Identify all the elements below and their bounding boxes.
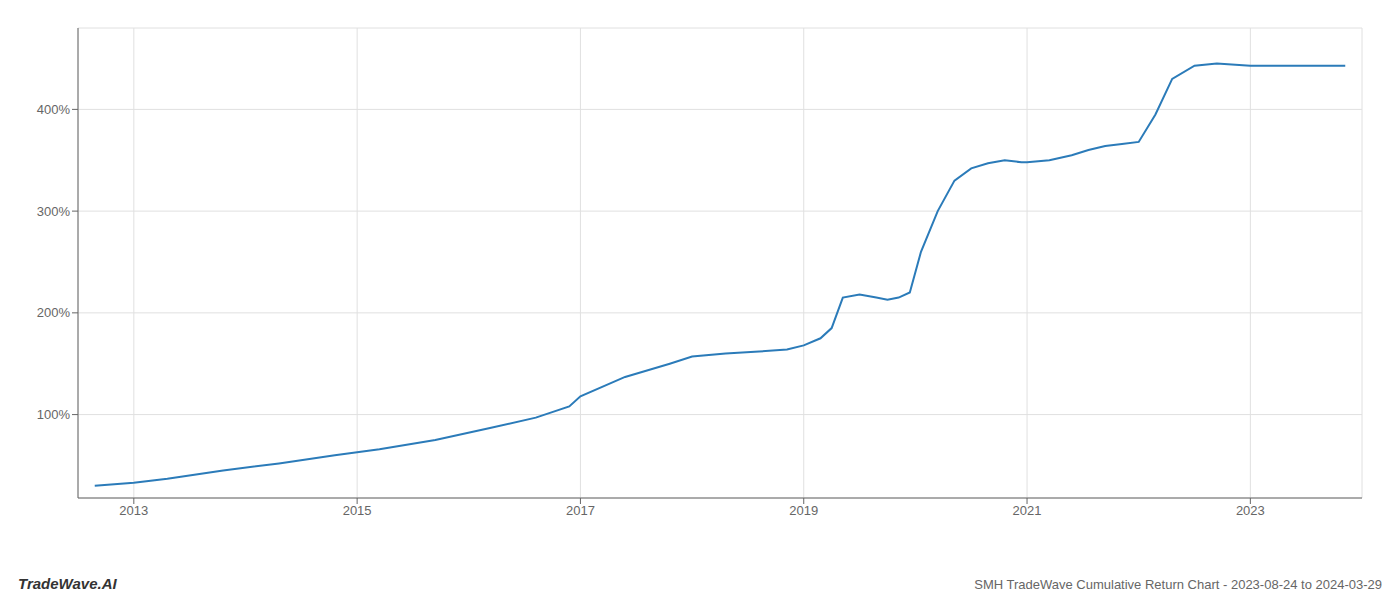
svg-text:200%: 200% (37, 305, 71, 320)
svg-text:400%: 400% (37, 102, 71, 117)
html-text:TradeWave.AI: TradeWave.AI (18, 575, 117, 592)
svg-text:2021: 2021 (1013, 503, 1042, 518)
svg-text:300%: 300% (37, 204, 71, 219)
svg-text:2013: 2013 (119, 503, 148, 518)
svg-text:2017: 2017 (566, 503, 595, 518)
html-text:SMH TradeWave Cumulative Retur: SMH TradeWave Cumulative Return Chart - … (974, 577, 1382, 592)
svg-text:2019: 2019 (789, 503, 818, 518)
svg-text:100%: 100% (37, 407, 71, 422)
svg-text:2015: 2015 (343, 503, 372, 518)
svg-text:2023: 2023 (1236, 503, 1265, 518)
